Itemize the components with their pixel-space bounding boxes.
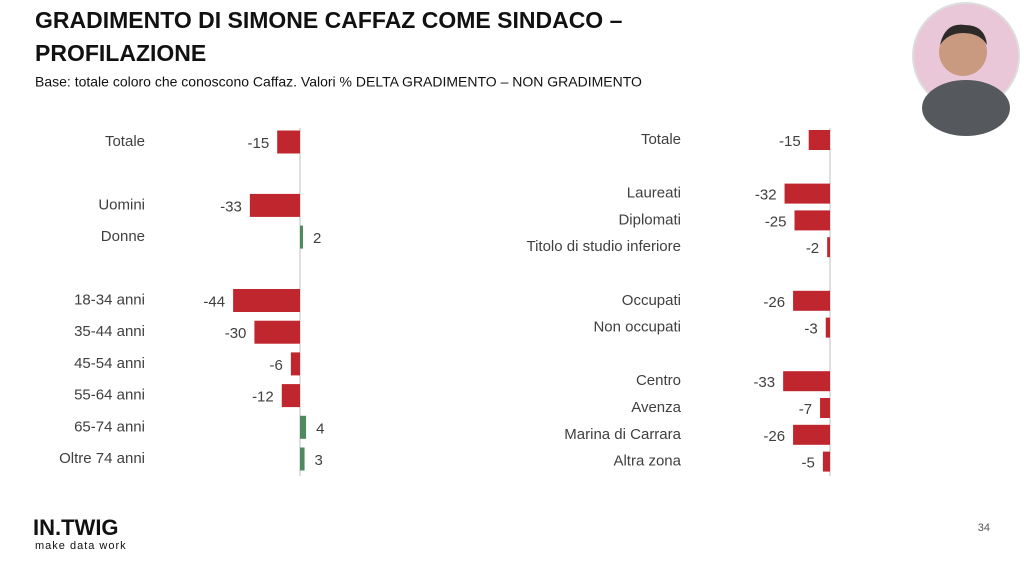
bar [254,320,300,344]
category-label: 65-74 anni [74,418,145,435]
bar [783,371,830,392]
bar [820,398,830,418]
bar [822,451,830,472]
value-label: -2 [806,240,819,257]
bar [233,289,300,312]
value-label: 3 [315,452,323,469]
photo-body [922,80,1010,136]
value-label: -15 [779,133,801,150]
category-label: Centro [636,372,681,389]
value-label: -33 [753,374,775,391]
bar [249,193,300,217]
logo-name: IN.TWIG [33,515,119,540]
value-label: -15 [248,135,270,152]
photo-head [939,28,987,76]
value-label: -7 [799,401,812,418]
value-label: 4 [316,420,324,437]
value-label: -33 [220,198,242,215]
photo [912,2,1020,136]
subtitle: Base: totale coloro che conoscono Caffaz… [35,74,642,90]
value-label: -26 [763,428,785,445]
value-label: -25 [765,213,787,230]
bar [290,352,300,376]
bar [793,424,830,445]
category-label: Donne [101,228,145,245]
logo-tagline: make data work [35,540,127,552]
value-label: -44 [203,293,225,310]
bar [784,183,830,204]
bar [277,130,300,154]
value-label: -6 [270,357,283,374]
bar [300,447,305,471]
bar [808,130,830,150]
category-label: Avenza [631,399,681,416]
category-label: Diplomati [618,211,681,228]
bar [827,237,830,258]
category-label: 18-34 anni [74,291,145,308]
bar [793,290,830,311]
category-label: Titolo di studio inferiore [526,238,681,255]
value-label: -26 [763,294,785,311]
value-label: 2 [313,230,321,247]
value-label: -5 [802,455,815,472]
bar [300,415,307,439]
bar [794,210,830,231]
category-label: 45-54 anni [74,355,145,372]
title-line: GRADIMENTO DI SIMONE CAFFAZ COME SINDACO… [35,7,623,33]
category-label: Altra zona [613,453,681,470]
category-label: Totale [105,133,145,150]
bar [300,225,304,249]
category-label: Laureati [627,185,681,202]
bar [825,317,830,338]
category-label: 35-44 anni [74,323,145,340]
value-label: -30 [225,325,247,342]
bar [281,384,300,408]
category-label: Totale [641,131,681,148]
category-label: Oltre 74 anni [59,450,145,467]
category-label: Non occupati [593,319,681,336]
category-label: 55-64 anni [74,387,145,404]
category-label: Uomini [98,196,145,213]
category-label: Occupati [622,292,681,309]
photo-hair [940,24,987,45]
title-line: PROFILAZIONE [35,40,206,66]
category-label: Marina di Carrara [564,426,681,443]
page-number: 34 [978,522,990,534]
value-label: -12 [252,389,274,406]
value-label: -3 [804,321,817,338]
value-label: -32 [755,187,777,204]
